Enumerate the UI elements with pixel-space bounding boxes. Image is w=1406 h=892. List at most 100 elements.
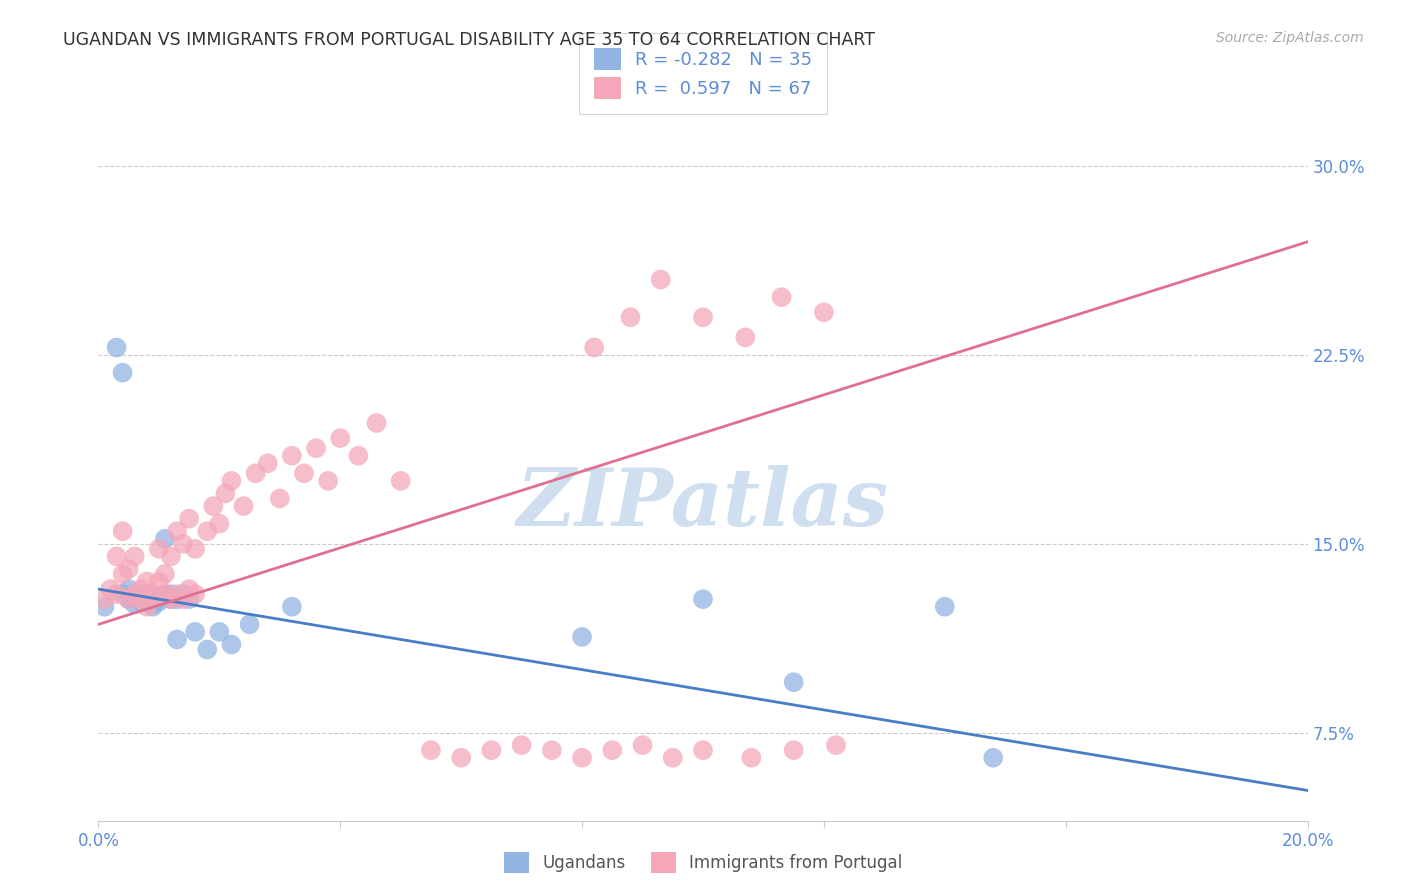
Point [160,549,183,564]
Point [166,632,188,647]
Point [316,474,339,488]
Point [195,524,218,539]
Point [692,743,714,757]
Point [148,595,170,609]
Point [172,537,194,551]
Point [129,590,152,604]
Point [450,750,472,764]
Point [184,541,207,556]
Point [111,567,134,582]
Point [124,549,146,564]
Point [129,582,152,596]
Point [571,750,593,764]
Text: ZIPatlas: ZIPatlas [517,465,889,542]
Point [111,366,134,380]
Point [160,592,183,607]
Point [160,587,183,601]
Point [420,743,443,757]
Point [142,597,165,611]
Point [135,587,157,601]
Point [770,290,793,304]
Point [740,750,762,764]
Point [195,642,218,657]
Point [783,743,806,757]
Point [153,587,176,601]
Point [583,341,606,355]
Point [692,310,714,325]
Point [347,449,370,463]
Legend: R = -0.282   N = 35, R =  0.597   N = 67: R = -0.282 N = 35, R = 0.597 N = 67 [579,33,827,113]
Point [93,592,115,607]
Point [124,587,146,601]
Point [172,587,194,601]
Point [305,441,328,455]
Point [135,599,157,614]
Point [105,341,128,355]
Point [105,587,128,601]
Point [179,592,201,607]
Point [142,587,165,601]
Point [105,549,128,564]
Point [166,524,188,539]
Point [166,587,188,601]
Point [619,310,641,325]
Point [148,574,170,589]
Point [692,592,714,607]
Point [650,272,672,286]
Point [135,574,157,589]
Point [124,587,146,601]
Point [366,416,388,430]
Point [118,592,141,607]
Point [269,491,291,506]
Point [118,592,141,607]
Point [118,562,141,576]
Point [142,599,165,614]
Legend: Ugandans, Immigrants from Portugal: Ugandans, Immigrants from Portugal [498,846,908,880]
Point [129,592,152,607]
Point [153,567,176,582]
Point [813,305,835,319]
Point [166,592,188,607]
Point [389,474,412,488]
Point [245,467,267,481]
Text: Source: ZipAtlas.com: Source: ZipAtlas.com [1216,31,1364,45]
Point [208,624,231,639]
Point [292,467,315,481]
Point [172,592,194,607]
Point [239,617,262,632]
Point [602,743,624,757]
Point [281,449,304,463]
Point [481,743,503,757]
Point [142,592,165,607]
Point [232,499,254,513]
Point [934,599,956,614]
Point [111,587,134,601]
Point [148,592,170,607]
Point [221,637,243,651]
Point [100,582,122,596]
Point [510,738,533,752]
Point [153,532,176,546]
Point [153,587,176,601]
Point [118,582,141,596]
Point [783,675,806,690]
Point [221,474,243,488]
Point [129,595,152,609]
Point [202,499,225,513]
Point [825,738,848,752]
Point [256,456,278,470]
Point [540,743,562,757]
Point [208,516,231,531]
Point [281,599,304,614]
Point [661,750,683,764]
Point [179,582,201,596]
Point [184,624,207,639]
Point [214,486,236,500]
Point [184,587,207,601]
Point [571,630,593,644]
Point [734,330,756,344]
Point [111,524,134,539]
Point [135,592,157,607]
Point [148,541,170,556]
Point [179,511,201,525]
